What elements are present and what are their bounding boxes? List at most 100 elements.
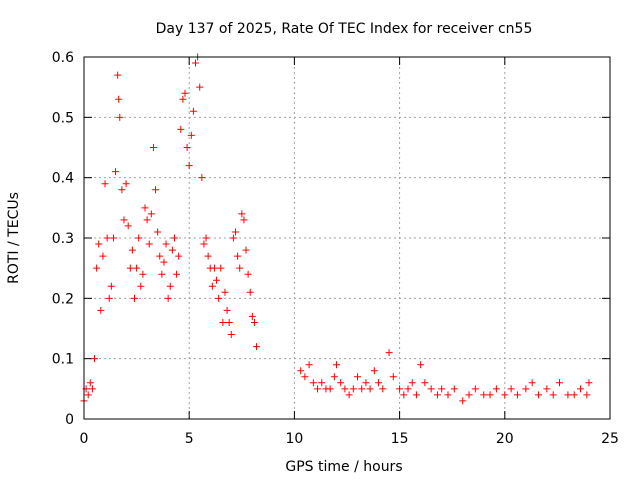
data-point — [189, 107, 197, 115]
data-point — [253, 343, 261, 351]
data-point — [227, 331, 235, 339]
data-point — [175, 252, 183, 260]
data-point — [215, 294, 223, 302]
data-point — [337, 379, 345, 387]
data-point — [501, 391, 509, 399]
y-axis-ticks: 0 0.1 0.2 0.3 0.4 0.5 0.6 — [52, 50, 610, 428]
data-point — [354, 373, 362, 381]
data-point — [238, 210, 246, 218]
data-point — [208, 282, 216, 290]
data-point — [213, 276, 221, 284]
data-point — [126, 264, 134, 272]
data-point — [309, 379, 317, 387]
data-point — [507, 385, 515, 393]
data-point — [433, 391, 441, 399]
data-point — [577, 385, 585, 393]
data-point — [408, 379, 416, 387]
data-point — [297, 367, 305, 375]
data-point — [179, 95, 187, 103]
data-point — [528, 379, 536, 387]
data-point — [168, 246, 176, 254]
y-tick-label: 0.5 — [52, 110, 74, 126]
data-point — [314, 385, 322, 393]
data-point — [164, 294, 172, 302]
data-point — [246, 288, 254, 296]
data-point — [135, 234, 143, 242]
data-point — [450, 385, 458, 393]
data-point — [366, 385, 374, 393]
data-point — [556, 379, 564, 387]
data-point — [118, 186, 126, 194]
chart-title: Day 137 of 2025, Rate Of TEC Index for r… — [156, 21, 533, 37]
data-point — [534, 391, 542, 399]
data-point — [341, 385, 349, 393]
data-point — [318, 379, 326, 387]
data-point — [181, 89, 189, 97]
data-point — [114, 71, 122, 79]
data-point — [84, 391, 92, 399]
data-point — [173, 270, 181, 278]
data-point — [522, 385, 530, 393]
data-point — [122, 180, 130, 188]
grid-lines — [84, 57, 610, 419]
data-point — [421, 379, 429, 387]
data-points — [80, 53, 593, 405]
data-point — [370, 367, 378, 375]
y-tick-label: 0.3 — [52, 231, 74, 247]
data-point — [404, 385, 412, 393]
x-tick-label: 15 — [391, 431, 409, 447]
x-tick-label: 10 — [285, 431, 303, 447]
data-point — [217, 264, 225, 272]
data-point — [196, 83, 204, 91]
data-point — [240, 216, 248, 224]
data-point — [231, 228, 239, 236]
data-point — [139, 270, 147, 278]
data-point — [99, 252, 107, 260]
data-point — [332, 361, 340, 369]
data-point — [427, 385, 435, 393]
data-point — [234, 252, 242, 260]
data-point — [513, 391, 521, 399]
data-point — [379, 385, 387, 393]
data-point — [120, 216, 128, 224]
x-tick-label: 0 — [80, 431, 89, 447]
data-point — [250, 318, 258, 326]
data-point — [162, 240, 170, 248]
data-point — [128, 246, 136, 254]
data-point — [583, 391, 591, 399]
data-point — [564, 391, 572, 399]
data-point — [115, 95, 123, 103]
data-point — [305, 361, 313, 369]
data-point — [349, 385, 357, 393]
data-point — [543, 385, 551, 393]
data-point — [93, 264, 101, 272]
data-point — [202, 234, 210, 242]
data-point — [480, 391, 488, 399]
x-tick-label: 20 — [496, 431, 514, 447]
data-point — [170, 234, 178, 242]
data-point — [444, 391, 452, 399]
data-point — [103, 234, 111, 242]
x-axis-ticks: 0 5 10 15 20 25 — [80, 57, 619, 447]
data-point — [152, 186, 160, 194]
data-point — [210, 264, 218, 272]
data-point — [223, 306, 231, 314]
data-point — [570, 391, 578, 399]
data-point — [88, 385, 96, 393]
data-point — [412, 391, 420, 399]
data-point — [107, 282, 115, 290]
data-point — [177, 125, 185, 133]
x-axis-label: GPS time / hours — [285, 459, 402, 475]
data-point — [242, 246, 250, 254]
data-point — [147, 210, 155, 218]
data-point — [86, 379, 94, 387]
data-point — [101, 180, 109, 188]
data-point — [438, 385, 446, 393]
y-tick-label: 0.2 — [52, 291, 74, 307]
y-tick-label: 0.4 — [52, 171, 74, 187]
y-axis-label: ROTI / TECUs — [6, 192, 22, 284]
data-point — [330, 373, 338, 381]
data-point — [492, 385, 500, 393]
data-point — [326, 385, 334, 393]
data-point — [389, 373, 397, 381]
